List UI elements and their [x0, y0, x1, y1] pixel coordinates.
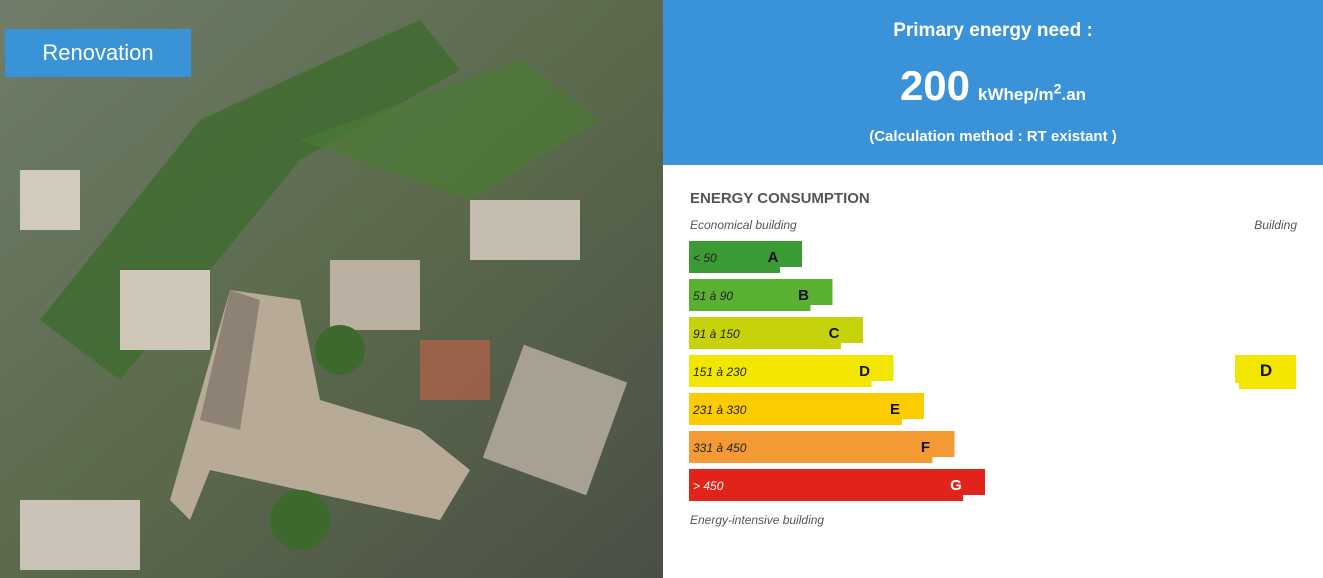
class-range: 91 à 150 — [693, 327, 740, 341]
current-class-indicator: D — [1235, 355, 1296, 389]
class-letter: D — [859, 363, 870, 380]
energy-class: > 450 G — [689, 469, 985, 501]
energy-class: 51 à 90 B — [689, 279, 833, 311]
class-letter: G — [950, 477, 962, 494]
class-letter: C — [829, 325, 840, 342]
header-title: Primary energy need : — [663, 20, 1323, 42]
energy-class: 151 à 230 D — [689, 355, 894, 387]
energy-class: 331 à 450 F — [689, 431, 955, 463]
energy-class: 91 à 150 C — [689, 317, 863, 349]
class-bar-base — [689, 469, 963, 501]
header-value: 200 kWhep/m2.an — [663, 62, 1323, 110]
class-range: 151 à 230 — [693, 365, 747, 379]
energy-header: Primary energy need : 200 kWhep/m2.an (Ca… — [663, 0, 1323, 165]
indicator-letter: D — [1260, 361, 1272, 380]
energy-unit: kWhep/m2.an — [978, 85, 1086, 104]
energy-value: 200 — [900, 62, 970, 109]
class-letter: F — [921, 439, 930, 456]
badge: Renovation — [5, 29, 191, 77]
scale-bottom-left: Energy-intensive building — [690, 513, 824, 527]
scale-title: ENERGY CONSUMPTION — [690, 190, 870, 207]
class-letter: A — [768, 249, 779, 266]
class-range: 231 à 330 — [692, 403, 747, 417]
class-range: < 50 — [693, 251, 717, 265]
unit-base: kWhep/m — [978, 85, 1054, 104]
class-range: 51 à 90 — [693, 289, 733, 303]
unit-suffix: .an — [1061, 85, 1086, 104]
energy-class: 231 à 330 E — [689, 393, 924, 425]
energy-class: < 50 A — [689, 241, 802, 273]
page: Renovation Primary energy need : 200 kWhe… — [0, 0, 1323, 578]
class-letter: E — [890, 401, 900, 418]
energy-scale: ENERGY CONSUMPTION Economical building B… — [663, 165, 1323, 578]
class-range: > 450 — [693, 479, 724, 493]
scale-top-right: Building — [1254, 218, 1297, 232]
header-method: (Calculation method : RT existant ) — [663, 128, 1323, 145]
class-letter: B — [798, 287, 809, 304]
class-range: 331 à 450 — [693, 441, 747, 455]
scale-top-left: Economical building — [690, 218, 797, 232]
aerial-photo — [0, 0, 663, 578]
